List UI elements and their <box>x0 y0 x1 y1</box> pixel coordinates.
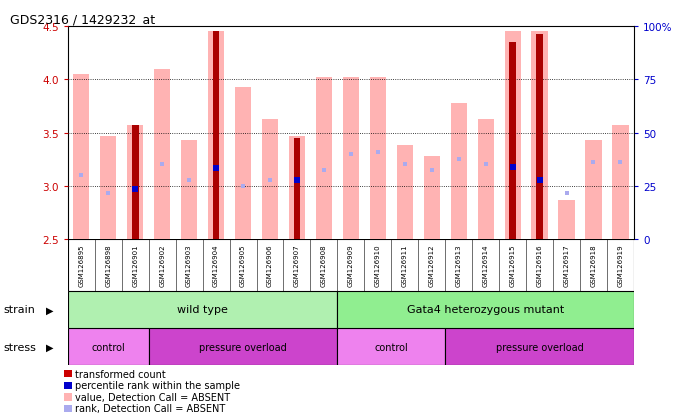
Bar <box>532 32 548 240</box>
Text: GSM126911: GSM126911 <box>402 244 407 287</box>
Bar <box>154 69 170 240</box>
Bar <box>504 32 521 240</box>
Text: GSM126909: GSM126909 <box>348 244 354 287</box>
Bar <box>316 78 332 240</box>
Text: GSM126901: GSM126901 <box>132 244 138 287</box>
Bar <box>451 103 466 240</box>
Bar <box>208 32 224 240</box>
Bar <box>559 200 575 240</box>
Text: value, Detection Call = ABSENT: value, Detection Call = ABSENT <box>75 392 231 402</box>
Text: GSM126914: GSM126914 <box>483 244 489 287</box>
Bar <box>338 291 634 328</box>
Bar <box>612 126 629 240</box>
Bar <box>127 126 143 240</box>
Text: GSM126912: GSM126912 <box>428 244 435 287</box>
Text: ▶: ▶ <box>46 305 54 315</box>
Text: GSM126905: GSM126905 <box>240 244 246 287</box>
Text: GSM126904: GSM126904 <box>213 244 219 287</box>
Text: stress: stress <box>3 342 36 352</box>
Bar <box>536 36 543 240</box>
Bar <box>148 328 338 366</box>
Bar <box>445 328 634 366</box>
Bar <box>294 138 300 240</box>
Text: GDS2316 / 1429232_at: GDS2316 / 1429232_at <box>10 13 155 26</box>
Text: Gata4 heterozygous mutant: Gata4 heterozygous mutant <box>407 305 564 315</box>
Bar <box>100 136 117 240</box>
Bar <box>213 32 220 240</box>
Bar <box>397 146 413 240</box>
Text: control: control <box>374 342 408 352</box>
Text: GSM126919: GSM126919 <box>618 244 624 287</box>
Text: GSM126907: GSM126907 <box>294 244 300 287</box>
Bar <box>73 75 89 240</box>
Text: GSM126898: GSM126898 <box>105 244 111 287</box>
Text: GSM126916: GSM126916 <box>536 244 542 287</box>
Text: pressure overload: pressure overload <box>496 342 584 352</box>
Text: GSM126895: GSM126895 <box>78 244 84 287</box>
Bar <box>370 78 386 240</box>
Bar <box>509 43 516 240</box>
Text: wild type: wild type <box>177 305 228 315</box>
Bar <box>289 136 305 240</box>
Bar <box>338 328 445 366</box>
Text: pressure overload: pressure overload <box>199 342 287 352</box>
Bar <box>585 141 601 240</box>
Bar <box>235 88 251 240</box>
Bar <box>68 328 148 366</box>
Bar <box>68 291 338 328</box>
Text: GSM126918: GSM126918 <box>591 244 597 287</box>
Text: GSM126906: GSM126906 <box>267 244 273 287</box>
Text: strain: strain <box>3 305 35 315</box>
Bar <box>477 119 494 240</box>
Text: GSM126908: GSM126908 <box>321 244 327 287</box>
Bar <box>424 157 440 240</box>
Text: GSM126910: GSM126910 <box>375 244 381 287</box>
Text: control: control <box>92 342 125 352</box>
Text: rank, Detection Call = ABSENT: rank, Detection Call = ABSENT <box>75 404 226 413</box>
Text: percentile rank within the sample: percentile rank within the sample <box>75 380 240 390</box>
Text: GSM126902: GSM126902 <box>159 244 165 287</box>
Bar <box>262 119 278 240</box>
Text: GSM126903: GSM126903 <box>186 244 192 287</box>
Text: transformed count: transformed count <box>75 369 166 379</box>
Text: ▶: ▶ <box>46 342 54 352</box>
Bar <box>132 126 138 240</box>
Text: GSM126917: GSM126917 <box>563 244 570 287</box>
Bar <box>343 78 359 240</box>
Bar <box>181 141 197 240</box>
Text: GSM126913: GSM126913 <box>456 244 462 287</box>
Text: GSM126915: GSM126915 <box>510 244 515 287</box>
